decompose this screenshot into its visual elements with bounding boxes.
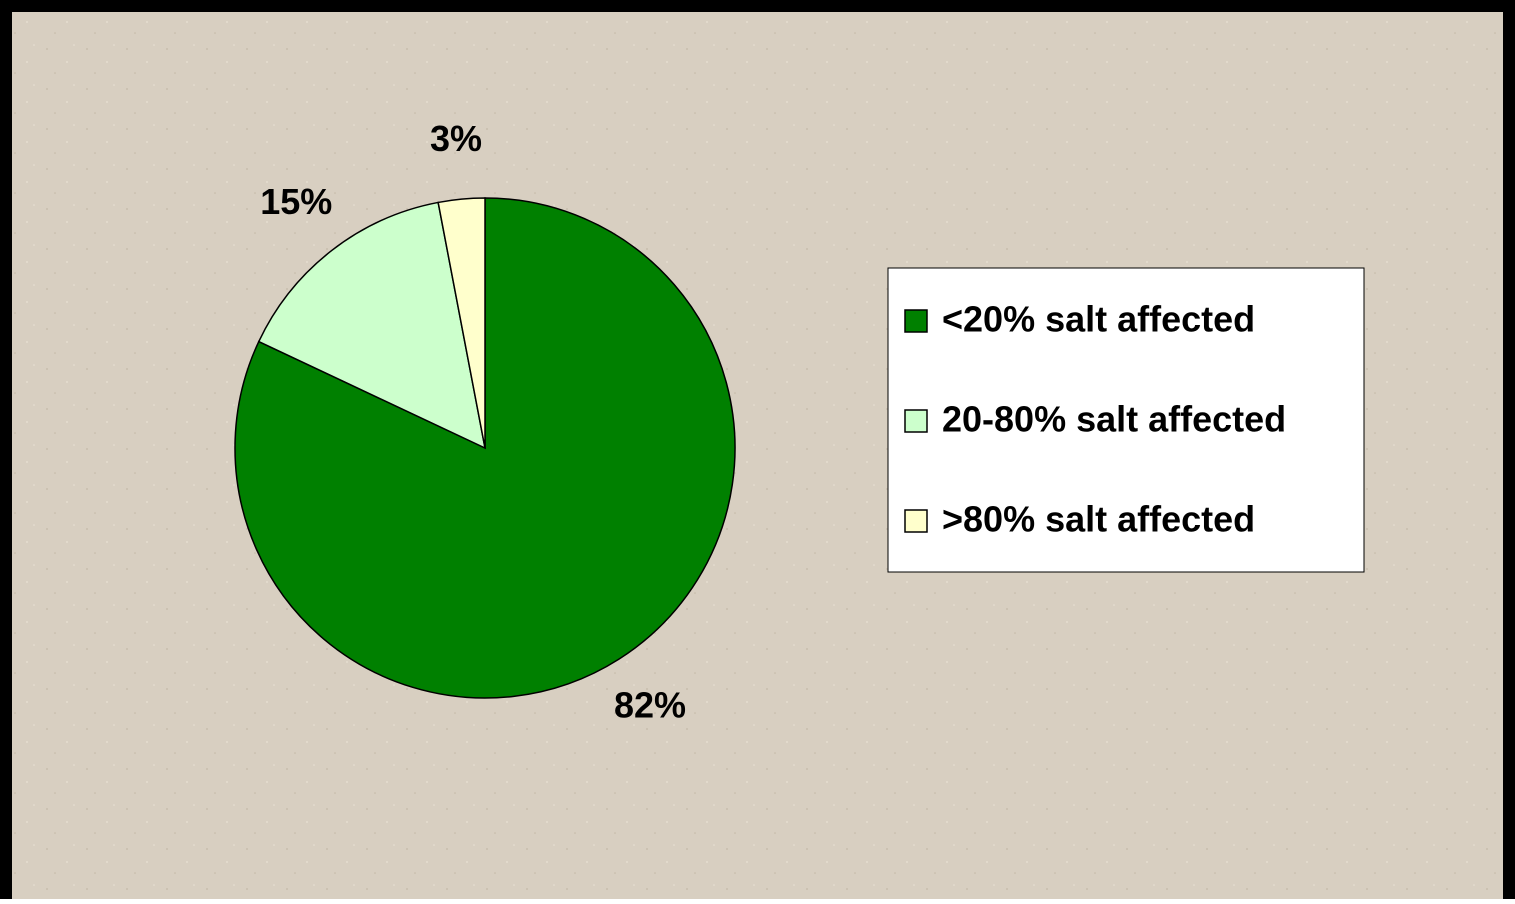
data-label: 15% [260,181,332,222]
legend-label: 20-80% salt affected [942,399,1286,440]
pie-slice [437,197,486,449]
legend-swatch [904,509,928,533]
pie-slice [257,201,487,450]
legend-swatch [904,309,928,333]
legend-box [887,267,1365,573]
data-label: 82% [614,685,686,726]
legend-label: <20% salt affected [942,299,1255,340]
legend-label: >80% salt affected [942,499,1255,540]
data-label: 3% [430,118,482,159]
legend-swatch [904,409,928,433]
